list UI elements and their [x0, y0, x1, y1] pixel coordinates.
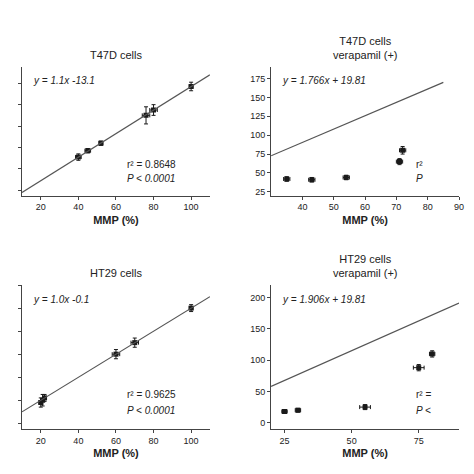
- svg-text:y = 1.1x -13.1: y = 1.1x -13.1: [33, 75, 95, 86]
- svg-text:60: 60: [360, 202, 370, 212]
- svg-text:70: 70: [391, 202, 401, 212]
- svg-text:MMP (%): MMP (%): [342, 447, 388, 459]
- svg-text:80: 80: [423, 202, 433, 212]
- svg-text:40: 40: [297, 202, 307, 212]
- svg-text:P < 0.0001: P < 0.0001: [127, 173, 175, 184]
- svg-text:50: 50: [347, 436, 357, 446]
- svg-text:100: 100: [250, 130, 265, 140]
- svg-text:40: 40: [73, 436, 83, 446]
- svg-text:r²: r²: [416, 159, 423, 170]
- svg-text:T47D cellsverapamil (+): T47D cellsverapamil (+): [333, 35, 398, 61]
- svg-text:y = 1.0x -0.1: y = 1.0x -0.1: [33, 294, 89, 305]
- svg-text:50: 50: [255, 387, 265, 397]
- svg-text:80: 80: [149, 436, 159, 446]
- svg-text:175: 175: [250, 74, 265, 84]
- svg-text:40: 40: [73, 202, 83, 212]
- svg-text:125: 125: [250, 111, 265, 121]
- svg-text:50: 50: [255, 168, 265, 178]
- svg-text:0: 0: [260, 418, 265, 428]
- svg-text:y = 1.766x + 19.81: y = 1.766x + 19.81: [282, 75, 366, 86]
- svg-text:60: 60: [111, 202, 121, 212]
- svg-text:MMP (%): MMP (%): [93, 214, 139, 226]
- svg-text:P: P: [416, 173, 423, 184]
- svg-text:150: 150: [250, 93, 265, 103]
- svg-text:MMP (%): MMP (%): [342, 214, 388, 226]
- svg-text:50: 50: [329, 202, 339, 212]
- svg-text:r² = 0.9625: r² = 0.9625: [127, 389, 176, 400]
- svg-text:y = 1.906x + 19.81: y = 1.906x + 19.81: [282, 294, 366, 305]
- svg-text:100: 100: [250, 355, 265, 365]
- svg-text:25: 25: [280, 436, 290, 446]
- svg-text:100: 100: [184, 436, 199, 446]
- svg-text:60: 60: [111, 436, 121, 446]
- svg-text:r² =: r² =: [416, 389, 431, 400]
- svg-text:80: 80: [149, 202, 159, 212]
- svg-text:r² = 0.8648: r² = 0.8648: [127, 159, 176, 170]
- svg-text:200: 200: [250, 293, 265, 303]
- svg-text:100: 100: [184, 202, 199, 212]
- svg-text:90: 90: [454, 202, 464, 212]
- svg-text:P <: P <: [416, 405, 431, 416]
- svg-text:75: 75: [255, 149, 265, 159]
- svg-text:25: 25: [255, 187, 265, 197]
- svg-text:MMP (%): MMP (%): [93, 447, 139, 459]
- svg-text:150: 150: [250, 324, 265, 334]
- svg-text:20: 20: [36, 436, 46, 446]
- svg-text:P < 0.0001: P < 0.0001: [127, 405, 175, 416]
- svg-text:20: 20: [36, 202, 46, 212]
- svg-text:T47D cells: T47D cells: [90, 49, 142, 61]
- svg-text:75: 75: [414, 436, 424, 446]
- svg-text:HT29 cells: HT29 cells: [90, 267, 142, 279]
- svg-text:HT29 cellsverapamil (+): HT29 cellsverapamil (+): [333, 253, 398, 279]
